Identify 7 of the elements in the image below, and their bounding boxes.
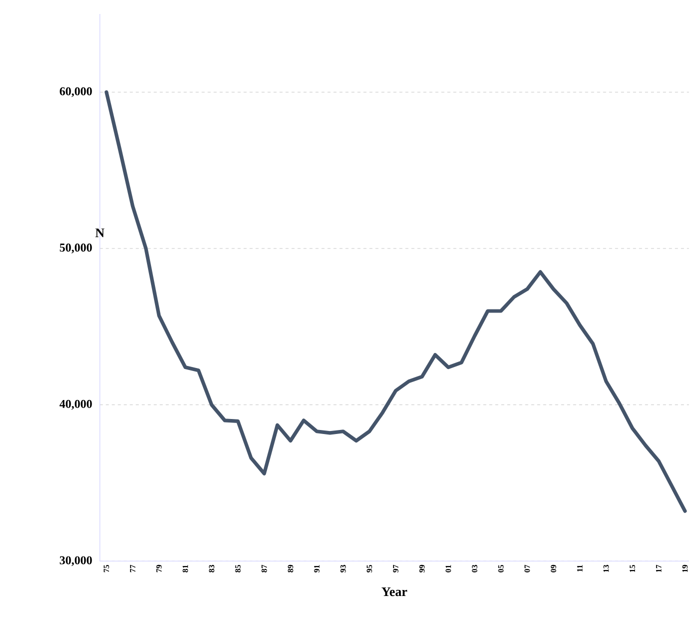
- x-axis-title: Year: [382, 587, 408, 596]
- y-tick-label: 50,000: [60, 244, 92, 254]
- y-tick-label: 30,000: [60, 556, 92, 566]
- y-tick-label: 40,000: [60, 400, 92, 410]
- y-axis-title: N: [95, 228, 104, 238]
- y-tick-label: 60,000: [60, 87, 92, 98]
- line-series: [104, 90, 687, 513]
